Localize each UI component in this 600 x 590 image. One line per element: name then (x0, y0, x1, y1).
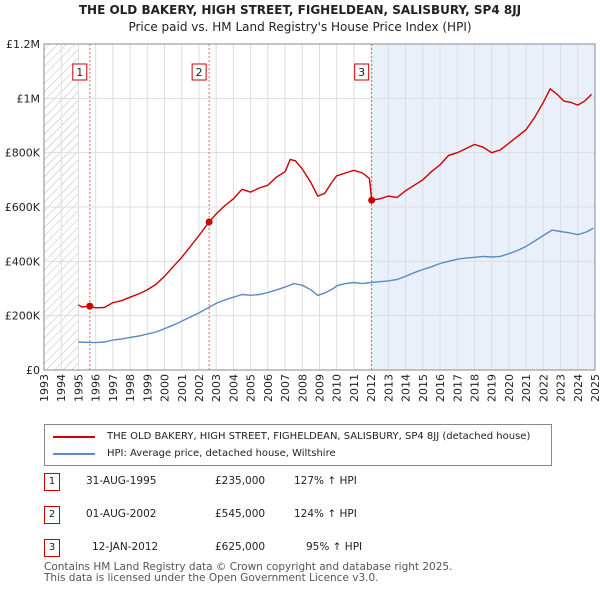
x-tick-label: 2011 (348, 374, 361, 402)
x-tick-label: 2013 (382, 374, 395, 402)
legend-label-hpi: HPI: Average price, detached house, Wilt… (107, 448, 336, 459)
x-tick-label: 2012 (365, 374, 378, 402)
y-tick-label: £200K (5, 310, 41, 323)
sale-hpi-change: 127% ↑ HPI (294, 475, 357, 487)
sale-row: 2 01-AUG-2002 £545,000 124% ↑ HPI (40, 505, 460, 527)
sale-number-label: 3 (358, 66, 365, 79)
x-tick-label: 1995 (72, 374, 85, 402)
x-tick-label: 2021 (520, 374, 533, 402)
price-chart: 1 2 3 £0 £200K £400K £600K £800K £1M £1.2M 1993 19… (5, 38, 600, 402)
chart-title: THE OLD BAKERY, HIGH STREET, FIGHELDEAN,… (78, 3, 522, 17)
chart-subtitle: Price paid vs. HM Land Registry's House … (128, 20, 472, 34)
y-tick-label: £1M (17, 92, 41, 105)
x-tick-label: 2023 (555, 374, 568, 402)
sale-row: 1 31-AUG-1995 £235,000 127% ↑ HPI (40, 472, 460, 494)
sale-hpi-change: 95% ↑ HPI (306, 541, 363, 553)
sale-badge: 2 (44, 506, 60, 524)
sale-number-label: 2 (196, 66, 203, 79)
x-tick-label: 2008 (296, 374, 309, 402)
x-tick-label: 1998 (124, 374, 137, 402)
x-tick-label: 2002 (193, 374, 206, 402)
sale-number-label: 1 (76, 66, 83, 79)
x-tick-label: 2018 (468, 374, 481, 402)
x-tick-label: 1999 (141, 374, 154, 402)
sale-badge: 3 (44, 539, 60, 557)
legend-label-property: THE OLD BAKERY, HIGH STREET, FIGHELDEAN,… (107, 431, 531, 442)
sale-number-box (72, 63, 88, 81)
sale-point (86, 302, 94, 310)
legend-swatch-property (53, 436, 95, 438)
x-tick-label: 2006 (262, 374, 275, 402)
y-tick-label: £800K (5, 147, 41, 160)
x-tick-label: 2009 (314, 374, 327, 402)
chart-legend: THE OLD BAKERY, HIGH STREET, FIGHELDEAN,… (44, 424, 552, 466)
hpi-series-line (78, 227, 594, 344)
x-tick-label: 2014 (400, 374, 413, 402)
y-tick-label: £1.2M (6, 38, 40, 51)
x-tick-label: 2017 (451, 374, 464, 402)
y-tick-label: £400K (5, 255, 41, 268)
legend-swatch-hpi (53, 453, 95, 455)
footer-line-1: Contains HM Land Registry data © Crown c… (44, 561, 453, 573)
x-tick-label: 2016 (434, 374, 447, 402)
footer-attribution: Contains HM Land Registry data © Crown c… (44, 562, 452, 584)
sale-badge: 1 (44, 473, 60, 491)
x-tick-label: 2000 (159, 374, 172, 402)
x-tick-label: 2010 (331, 374, 344, 402)
plot-frame (43, 43, 596, 371)
x-tick-label: 1997 (107, 374, 120, 402)
sale-price: £545,000 (215, 508, 266, 520)
sale-hpi-change: 124% ↑ HPI (294, 508, 357, 520)
x-tick-label: 2024 (572, 374, 585, 402)
x-tick-label: 2015 (417, 374, 430, 402)
sale-date: 12-JAN-2012 (92, 541, 159, 553)
x-tick-label: 2022 (537, 374, 550, 402)
x-tick-label: 2025 (589, 374, 600, 402)
sale-price: £235,000 (215, 475, 266, 487)
sale-number-box (191, 63, 207, 81)
sale-date: 01-AUG-2002 (86, 508, 157, 520)
x-tick-label: 1993 (38, 374, 51, 402)
x-tick-label: 2003 (210, 374, 223, 402)
sale-number-box (354, 63, 370, 81)
x-tick-label: 2004 (227, 374, 240, 402)
sale-date: 31-AUG-1995 (86, 475, 157, 487)
sale-point (368, 196, 376, 204)
x-tick-label: 2001 (176, 374, 189, 402)
y-tick-label: £600K (5, 201, 41, 214)
x-tick-label: 1994 (55, 374, 68, 402)
sale-point (205, 218, 213, 226)
x-tick-label: 2019 (486, 374, 499, 402)
sale-price: £625,000 (215, 541, 266, 553)
property-series-line (78, 87, 593, 309)
x-tick-label: 2007 (279, 374, 292, 402)
y-tick-label: £0 (26, 364, 40, 377)
x-tick-label: 1996 (90, 374, 103, 402)
x-tick-label: 2005 (245, 374, 258, 402)
sale-row: 3 12-JAN-2012 £625,000 95% ↑ HPI (40, 538, 460, 560)
footer-line-2: This data is licensed under the Open Gov… (44, 572, 379, 584)
x-tick-label: 2020 (503, 374, 516, 402)
